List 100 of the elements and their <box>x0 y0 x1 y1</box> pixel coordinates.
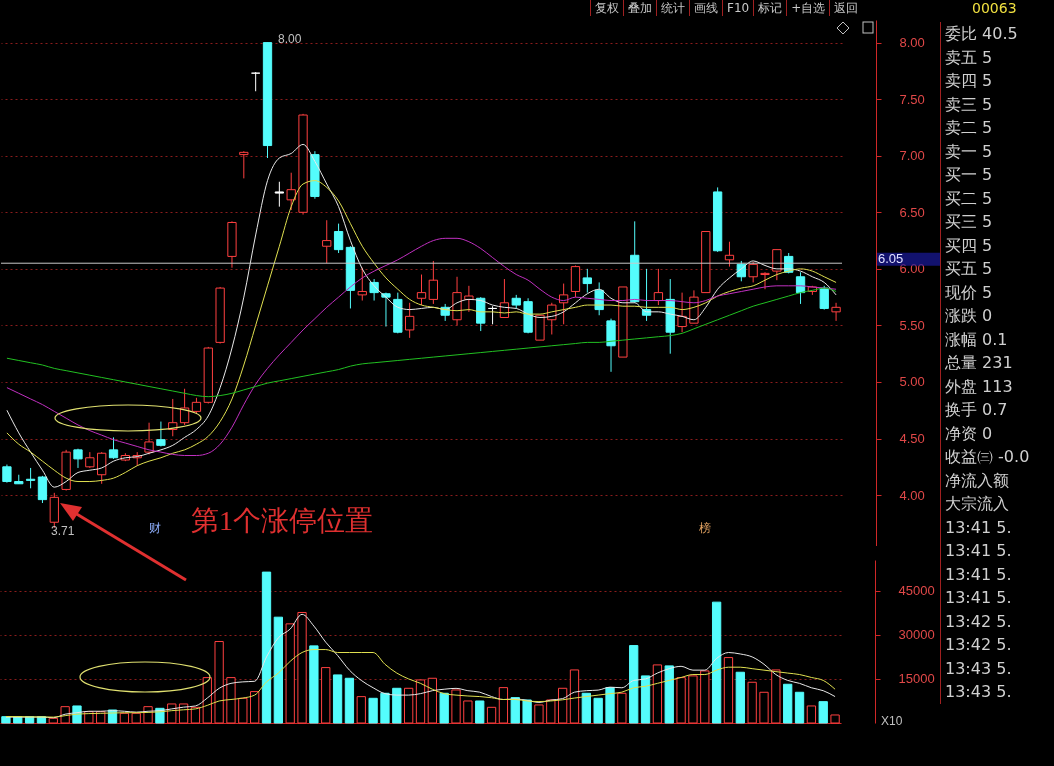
bar <box>392 687 402 724</box>
text: 13:42 5. <box>944 610 1013 633</box>
y-tick-label: 45000 <box>898 583 935 599</box>
text: 00063 <box>971 0 1018 16</box>
text: 13:41 5. <box>944 516 1013 539</box>
bar <box>332 674 343 724</box>
bar <box>652 664 663 724</box>
candlestick <box>819 285 829 311</box>
y-tick-label: 5.00 <box>899 374 925 390</box>
bar <box>250 691 260 724</box>
text: 委比 40.5 <box>944 23 1019 45</box>
bar <box>498 687 509 724</box>
bar <box>581 692 591 724</box>
bar <box>617 692 627 724</box>
bar <box>380 692 390 724</box>
bar <box>605 687 615 724</box>
bar <box>1 716 11 724</box>
bar <box>700 670 710 724</box>
candlestick <box>405 302 415 339</box>
text: 总量 231 <box>944 352 1014 374</box>
candlestick <box>760 271 770 290</box>
text: 现价 5 <box>944 281 994 304</box>
bar <box>806 705 817 724</box>
bar <box>759 691 769 724</box>
candlestick <box>108 436 119 460</box>
text: 画线 <box>689 0 722 16</box>
candlestick <box>333 223 344 254</box>
y-tick-label: 6.50 <box>899 204 925 220</box>
text: 卖二 5 <box>944 117 994 139</box>
bar <box>451 689 461 724</box>
line-series <box>5 649 836 718</box>
text: 涨跌 0 <box>944 305 994 327</box>
candlestick <box>239 150 249 179</box>
bar <box>818 701 828 724</box>
text: 买四 5 <box>944 234 994 257</box>
text: 叠加 <box>623 0 656 16</box>
text: 复权 <box>590 0 623 16</box>
y-tick-label: 30000 <box>898 627 935 643</box>
text: +自选 <box>786 0 830 16</box>
bar <box>534 704 544 724</box>
text: 13:43 5. <box>944 657 1013 680</box>
y-tick-label: 7.50 <box>899 91 925 107</box>
candlestick <box>274 181 284 208</box>
text: 卖五 5 <box>944 46 994 69</box>
candlestick <box>322 219 332 264</box>
bar <box>309 645 319 724</box>
bar <box>486 706 497 724</box>
bar <box>629 645 639 724</box>
candlestick <box>464 285 474 313</box>
text: 净资 0 <box>944 422 994 445</box>
bar <box>723 657 734 724</box>
bar <box>285 623 295 724</box>
text: 卖四 5 <box>944 70 994 92</box>
bar <box>735 671 745 724</box>
text: 13:43 5. <box>944 681 1013 703</box>
bar <box>463 700 473 724</box>
text: X10 <box>881 714 903 728</box>
candlestick <box>748 261 758 283</box>
text: 返回 <box>829 0 863 16</box>
bar <box>238 697 248 724</box>
candlestick <box>772 249 782 281</box>
candlestick <box>416 274 427 306</box>
text: 统计 <box>656 0 689 16</box>
text: 净流入额 <box>944 469 1010 492</box>
y-tick-label: 8.00 <box>899 35 925 51</box>
bar <box>344 677 355 724</box>
bar <box>771 669 781 724</box>
annotation: 3.71 <box>51 524 75 538</box>
text: 13:41 5. <box>944 587 1013 609</box>
bar <box>427 677 437 724</box>
text: 13:42 5. <box>944 634 1013 656</box>
candlestick <box>25 467 36 489</box>
bar <box>546 699 556 724</box>
bar <box>273 616 283 724</box>
bar <box>593 697 603 724</box>
text: 13:41 5. <box>944 563 1013 586</box>
bar <box>522 699 532 724</box>
bar <box>711 601 722 724</box>
bar <box>368 697 378 724</box>
bar <box>119 712 130 724</box>
bar <box>640 675 651 724</box>
y-tick-label: 7.00 <box>899 148 925 164</box>
text: 买二 5 <box>944 187 994 210</box>
candlestick <box>37 475 48 504</box>
annotation: 第1个涨停位置 <box>191 505 373 536</box>
bar <box>404 687 414 724</box>
line-series <box>5 613 836 719</box>
bar <box>321 667 331 724</box>
candlestick <box>582 268 592 294</box>
bar <box>510 697 520 724</box>
bar <box>475 700 485 724</box>
annotation: 8.00 <box>278 32 302 46</box>
bar <box>676 677 686 724</box>
y-tick-label: 4.00 <box>899 487 925 503</box>
bar <box>794 691 805 724</box>
candlestick <box>724 241 735 268</box>
text: 外盘 113 <box>944 375 1014 398</box>
y-tick-label: 15000 <box>898 671 935 687</box>
text: 涨幅 0.1 <box>944 328 1009 351</box>
bar <box>783 683 793 724</box>
